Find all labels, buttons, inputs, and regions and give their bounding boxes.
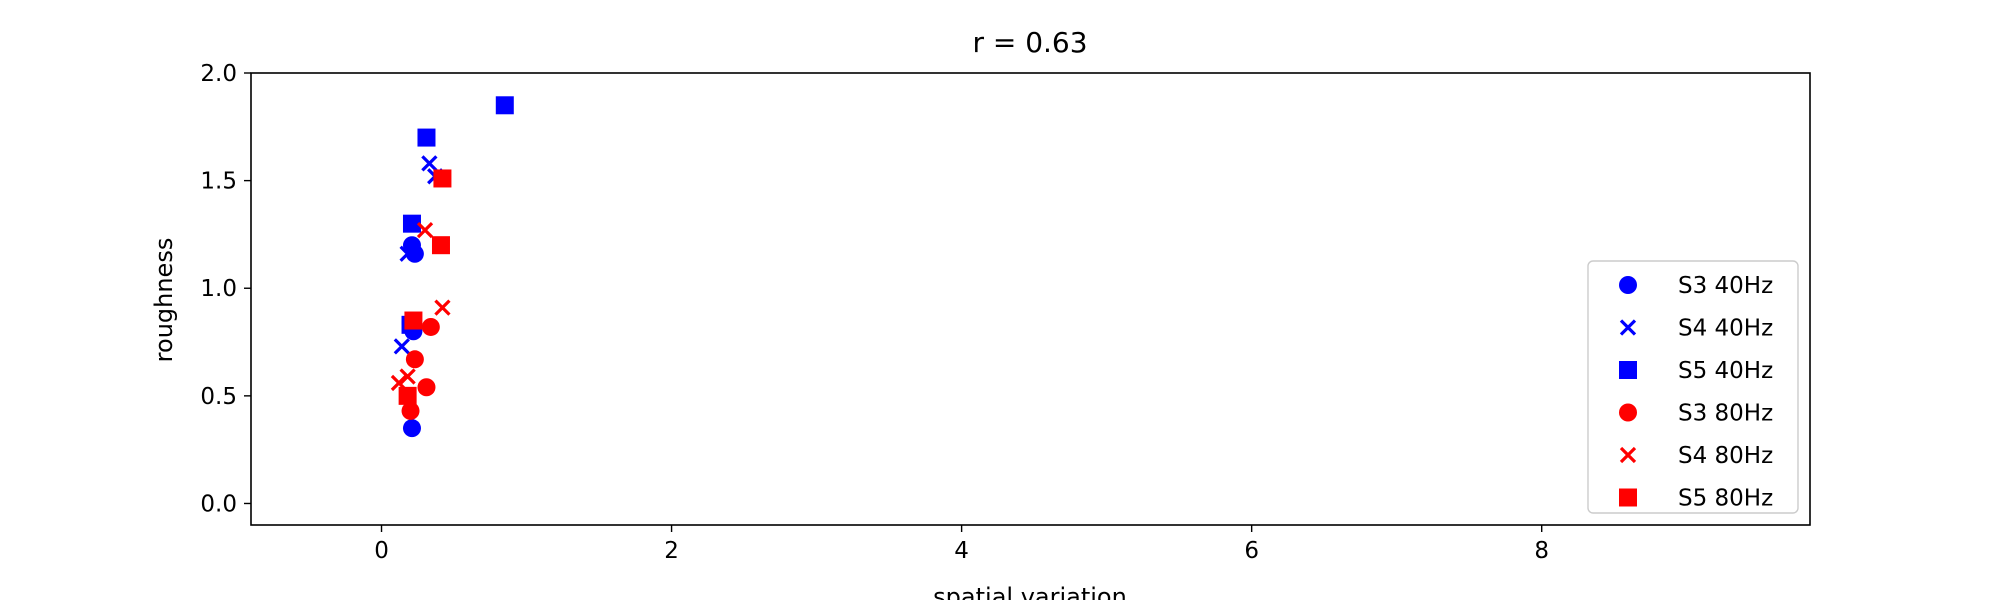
data-point [417,128,436,147]
y-axis-label: roughness [150,238,178,363]
legend-label: S4 80Hz [1678,443,1773,469]
legend-label: S3 80Hz [1678,401,1773,427]
legend-label: S5 80Hz [1678,486,1773,512]
legend-label: S3 40Hz [1678,273,1773,299]
data-point [402,419,421,438]
data-point [431,236,450,255]
series-s3-80hz [401,317,440,420]
data-point [402,236,421,255]
data-point [421,317,440,336]
data-point [434,299,451,316]
legend-item: S5 40Hz [1619,358,1773,384]
legend-item: S5 80Hz [1619,486,1773,512]
data-point [421,155,438,172]
data-point [433,169,452,188]
legend-item: S3 40Hz [1619,273,1773,299]
data-point [399,368,416,385]
x-tick-label: 8 [1534,538,1549,564]
data-point [495,96,514,115]
legend-marker [1619,361,1637,379]
legend-marker [1619,403,1637,422]
legend-marker [1619,488,1637,507]
y-tick-label: 1.0 [200,276,237,302]
legend-label: S5 40Hz [1678,358,1773,384]
y-tick-label: 0.5 [200,384,237,410]
x-tick-label: 4 [954,538,969,564]
legend-box [1587,260,1799,514]
x-axis-label: spatial variation [933,583,1127,600]
y-tick-label: 0.0 [200,491,237,517]
data-point [417,378,436,397]
data-point [399,245,416,262]
series-s5-80hz [398,169,452,405]
x-tick-label: 0 [374,538,389,564]
data-point [405,350,424,369]
data-point [398,386,417,405]
x-tick-label: 2 [664,538,679,564]
data-point [404,311,423,330]
y-tick-label: 2.0 [200,61,237,87]
legend-item: S4 80Hz [1619,443,1773,469]
legend-item: S4 40Hz [1619,316,1773,342]
data-point [416,221,434,239]
plot-frame [250,72,1811,526]
data-point [401,401,420,420]
legend-marker [1619,276,1637,294]
plot-area: 0 2 4 6 8 0.0 0.5 1.0 1.5 2.0 [200,61,1549,564]
legend-marker [1619,446,1637,464]
legend-item: S3 80Hz [1619,401,1773,427]
chart-title: r = 0.63 [972,26,1087,59]
legend-marker [1619,319,1637,336]
data-point [402,214,421,233]
legend: S3 40Hz S4 40Hz S5 40Hz S3 80Hz S4 80Hz S5 80… [1587,260,1799,514]
legend-label: S4 40Hz [1678,316,1773,342]
y-tick-label: 1.5 [200,169,237,195]
data-point [393,338,410,355]
x-tick-label: 6 [1244,538,1259,564]
series-s5-40hz [401,96,514,334]
